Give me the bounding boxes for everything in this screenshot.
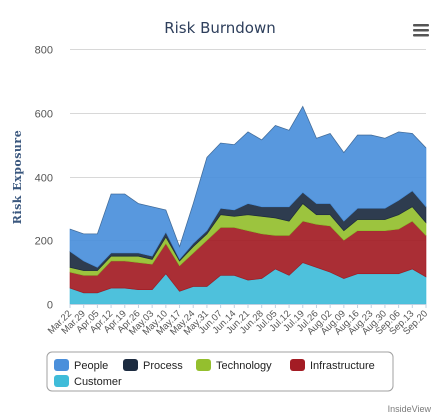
- legend-label: Customer: [74, 376, 122, 388]
- credit-label: InsideView: [388, 404, 432, 414]
- legend-label: Process: [143, 360, 183, 372]
- y-tick-label: 600: [35, 109, 53, 121]
- legend-item-customer[interactable]: Customer: [54, 375, 122, 388]
- series-line-people: [69, 105, 427, 248]
- y-tick-label: 800: [35, 45, 53, 57]
- chart-title: Risk Burndown: [164, 19, 276, 37]
- y-tick-label: 200: [35, 236, 53, 248]
- legend-item-technology[interactable]: Technology: [196, 359, 272, 372]
- legend-swatch: [54, 359, 69, 371]
- series-areas: [69, 105, 427, 305]
- y-tick-label: 400: [35, 173, 53, 185]
- legend-item-people[interactable]: People: [54, 359, 108, 372]
- legend-item-infrastructure[interactable]: Infrastructure: [290, 359, 375, 372]
- legend-swatch: [196, 359, 211, 371]
- legend: People Process Technology Infrastructure Cus…: [46, 351, 394, 392]
- legend-swatch: [123, 359, 138, 371]
- legend-label: Infrastructure: [310, 360, 375, 372]
- y-axis-label: Risk Exposure: [11, 130, 24, 224]
- menu-button[interactable]: [408, 20, 430, 40]
- legend-item-process[interactable]: Process: [123, 359, 183, 372]
- area-people: [69, 105, 427, 268]
- y-axis-ticks: 0 200 400 600 800: [35, 45, 53, 312]
- legend-swatch: [290, 359, 305, 371]
- legend-label: Technology: [216, 360, 272, 372]
- legend-label: People: [74, 360, 108, 372]
- hamburger-menu-icon: [413, 24, 429, 37]
- y-tick-label: 0: [47, 300, 53, 312]
- legend-swatch: [54, 375, 69, 387]
